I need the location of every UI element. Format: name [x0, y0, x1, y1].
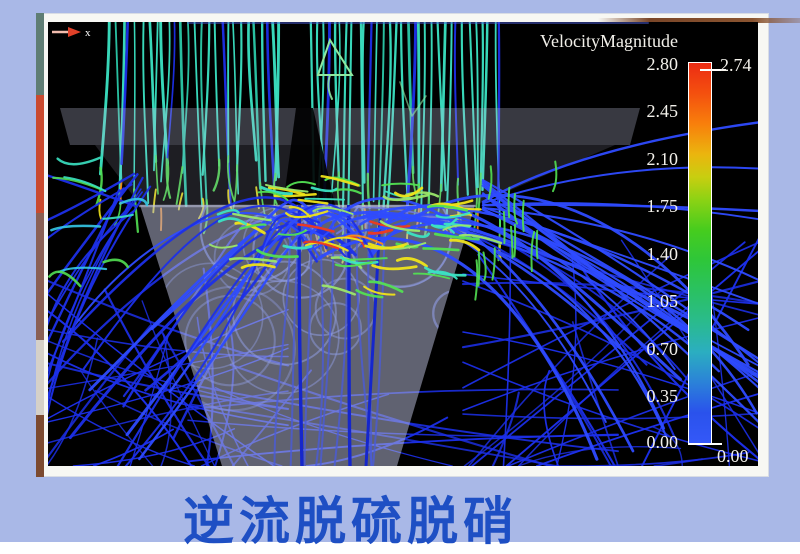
cfd-viewport: VelocityMagnitude 2.80 2.45 2.10 1.75 1.…: [48, 22, 758, 466]
colorbar-tick-label: 0.70: [646, 339, 679, 359]
colorbar-tick-label: 0.35: [646, 386, 679, 406]
side-strip-segment: [36, 415, 44, 477]
colorbar-max-marker-line: [700, 69, 726, 71]
frame-brown-edge: [598, 18, 800, 23]
side-strip: [36, 13, 44, 477]
side-strip-segment: [36, 95, 44, 213]
side-strip-segment: [36, 13, 44, 95]
colorbar-min-marker-label: 0.00: [717, 446, 749, 466]
colorbar: [688, 62, 712, 444]
nozzle-wireframe-icon: [316, 37, 354, 76]
colorbar-tick-label: 2.80: [646, 54, 679, 74]
x-axis-arrow-icon: [52, 27, 81, 37]
colorbar-tick-label: 0.00: [646, 432, 679, 452]
streamlines-graphic: [48, 22, 758, 466]
x-axis-label: x: [85, 27, 91, 39]
colorbar-tick-label: 1.75: [646, 196, 679, 216]
side-strip-segment: [36, 213, 44, 340]
colorbar-tick-label: 1.05: [646, 291, 679, 311]
legend-title: VelocityMagnitude: [540, 31, 678, 51]
colorbar-max-marker-label: 2.74: [720, 55, 752, 75]
colorbar-min-marker-line: [688, 443, 722, 445]
colorbar-tick-label: 1.40: [646, 244, 679, 264]
caption: 逆流脱硫脱硝: [183, 493, 520, 552]
side-strip-segment: [36, 340, 44, 415]
colorbar-tick-label: 2.10: [646, 149, 679, 169]
colorbar-tick-label: 2.45: [646, 101, 679, 121]
x-axis-marker: x: [52, 27, 91, 39]
